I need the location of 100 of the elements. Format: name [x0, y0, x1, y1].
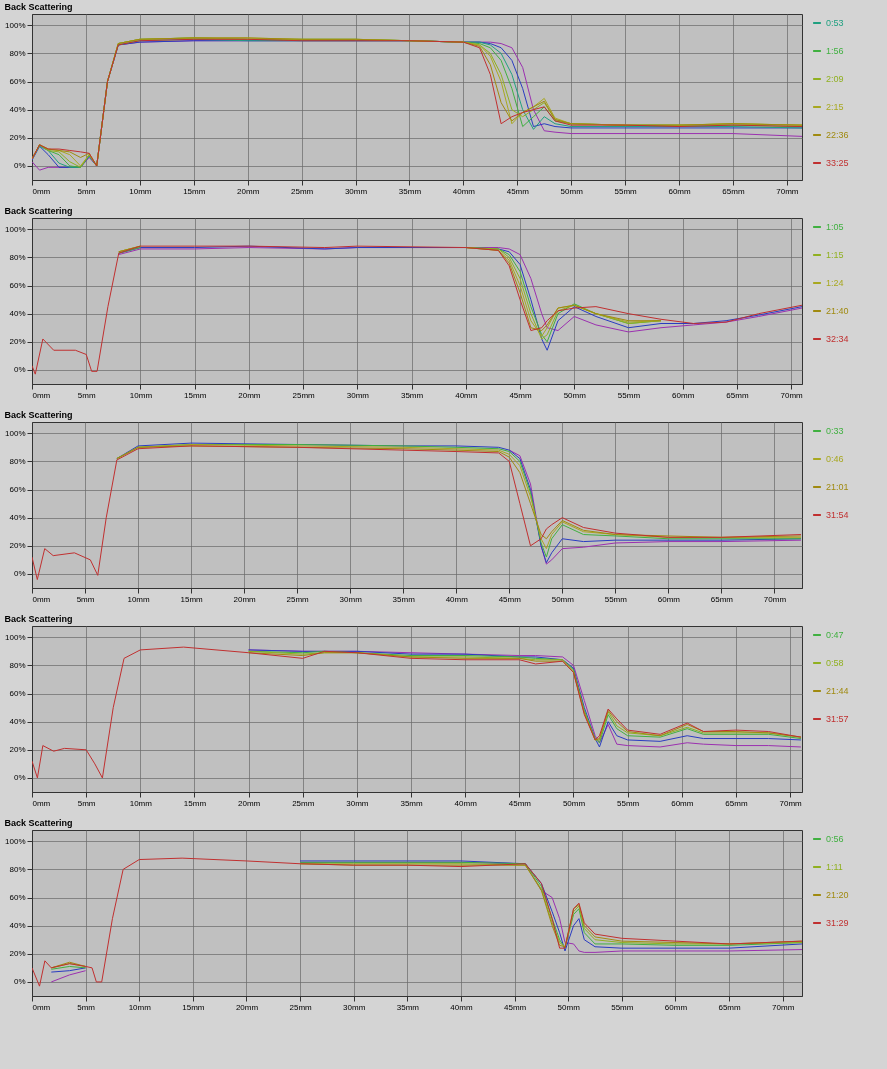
x-tick-label: 25mm: [292, 390, 316, 400]
y-tick-label: 100%: [5, 428, 26, 438]
x-tick-label: 30mm: [343, 1002, 366, 1012]
y-tick-label: 80%: [9, 660, 26, 670]
x-tick-label: 20mm: [235, 1002, 259, 1012]
legend-label: 0:46: [826, 454, 844, 464]
y-tick-label: 80%: [9, 252, 26, 262]
legend-label: 21:40: [826, 306, 849, 316]
y-tick-label: 40%: [9, 513, 26, 523]
x-tick-label: 45mm: [498, 594, 522, 604]
y-tick-label: 60%: [9, 893, 26, 903]
x-tick-label: 65mm: [726, 390, 749, 400]
x-tick-label: 15mm: [183, 798, 207, 808]
legend-label: 0:53: [826, 18, 844, 28]
chart-title: Back Scattering: [4, 818, 73, 828]
x-tick-label: 45mm: [508, 798, 532, 808]
y-tick-label: 0%: [13, 365, 26, 375]
legend-label: 1:11: [826, 862, 843, 872]
y-tick-label: 40%: [9, 105, 26, 115]
x-tick-label: 20mm: [233, 594, 257, 604]
legend-label: 21:44: [826, 686, 849, 696]
y-tick-label: 20%: [9, 541, 26, 551]
x-tick-label: 70mm: [780, 390, 804, 400]
x-tick-label: 70mm: [776, 186, 799, 196]
x-tick-label: 50mm: [562, 798, 586, 808]
x-tick-label: 10mm: [129, 798, 153, 808]
legend-label: 21:01: [826, 482, 849, 492]
x-tick-label: 30mm: [346, 798, 369, 808]
y-tick-label: 20%: [9, 133, 26, 143]
legend-label: 2:09: [826, 74, 844, 84]
x-tick-label: 60mm: [671, 798, 694, 808]
x-tick-label: 50mm: [560, 186, 584, 196]
y-tick-label: 60%: [9, 281, 26, 291]
x-tick-label: 30mm: [346, 390, 370, 400]
legend-label: 1:24: [826, 278, 844, 288]
y-tick-label: 80%: [9, 456, 26, 466]
x-tick-label: 60mm: [672, 390, 695, 400]
x-tick-label: 70mm: [763, 594, 787, 604]
y-tick-label: 100%: [5, 20, 26, 30]
legend-label: 22:36: [826, 130, 849, 140]
x-tick-label: 5mm: [77, 798, 96, 808]
x-tick-label: 60mm: [664, 1002, 688, 1012]
x-tick-label: 55mm: [604, 594, 628, 604]
x-tick-label: 15mm: [182, 1002, 205, 1012]
y-tick-label: 40%: [9, 309, 26, 319]
x-tick-label: 60mm: [657, 594, 681, 604]
x-tick-label: 30mm: [344, 186, 368, 196]
x-tick-label: 5mm: [77, 390, 96, 400]
x-tick-label: 45mm: [509, 390, 532, 400]
x-tick-label: 65mm: [722, 186, 745, 196]
x-tick-label: 70mm: [779, 798, 803, 808]
x-tick-label: 0mm: [32, 798, 51, 808]
x-tick-label: 50mm: [551, 594, 575, 604]
x-tick-label: 55mm: [614, 186, 638, 196]
legend-label: 1:56: [826, 46, 844, 56]
x-tick-label: 35mm: [396, 1002, 420, 1012]
x-tick-label: 15mm: [183, 186, 206, 196]
legend-label: 31:54: [826, 510, 849, 520]
y-tick-label: 20%: [9, 337, 26, 347]
x-tick-label: 0mm: [32, 186, 51, 196]
x-tick-label: 40mm: [450, 1002, 473, 1012]
x-tick-label: 35mm: [400, 798, 423, 808]
y-tick-label: 100%: [5, 224, 26, 234]
x-tick-label: 50mm: [557, 1002, 581, 1012]
x-tick-label: 25mm: [292, 798, 315, 808]
legend-label: 31:29: [826, 918, 849, 928]
x-tick-label: 10mm: [127, 594, 151, 604]
x-tick-label: 65mm: [725, 798, 748, 808]
legend-label: 0:58: [826, 658, 844, 668]
x-tick-label: 40mm: [445, 594, 469, 604]
x-tick-label: 5mm: [77, 1002, 96, 1012]
x-tick-label: 50mm: [563, 390, 587, 400]
y-tick-label: 40%: [9, 921, 26, 931]
chart-title: Back Scattering: [4, 410, 73, 420]
text: 0:33: [826, 426, 844, 436]
text: 1:05: [826, 222, 844, 232]
x-tick-label: 5mm: [77, 186, 96, 196]
y-tick-label: 0%: [13, 773, 26, 783]
x-tick-label: 60mm: [668, 186, 691, 196]
x-tick-label: 20mm: [238, 390, 261, 400]
x-tick-label: 45mm: [503, 1002, 527, 1012]
x-tick-label: 35mm: [400, 390, 424, 400]
x-tick-label: 10mm: [129, 390, 153, 400]
y-tick-label: 60%: [9, 77, 26, 87]
y-tick-label: 60%: [9, 485, 26, 495]
y-tick-label: 80%: [9, 864, 26, 874]
y-tick-label: 60%: [9, 689, 26, 699]
y-tick-label: 0%: [13, 161, 26, 171]
x-tick-label: 20mm: [237, 798, 261, 808]
legend-label: 33:25: [826, 158, 849, 168]
x-tick-label: 0mm: [32, 1002, 51, 1012]
y-tick-label: 80%: [9, 48, 26, 58]
x-tick-label: 55mm: [617, 798, 640, 808]
x-tick-label: 55mm: [611, 1002, 634, 1012]
legend-label: 0:56: [826, 834, 844, 844]
x-tick-label: 30mm: [339, 594, 363, 604]
x-tick-label: 35mm: [392, 594, 416, 604]
legend-label: 21:20: [826, 890, 849, 900]
x-tick-label: 25mm: [290, 186, 314, 196]
y-tick-label: 100%: [5, 632, 26, 642]
